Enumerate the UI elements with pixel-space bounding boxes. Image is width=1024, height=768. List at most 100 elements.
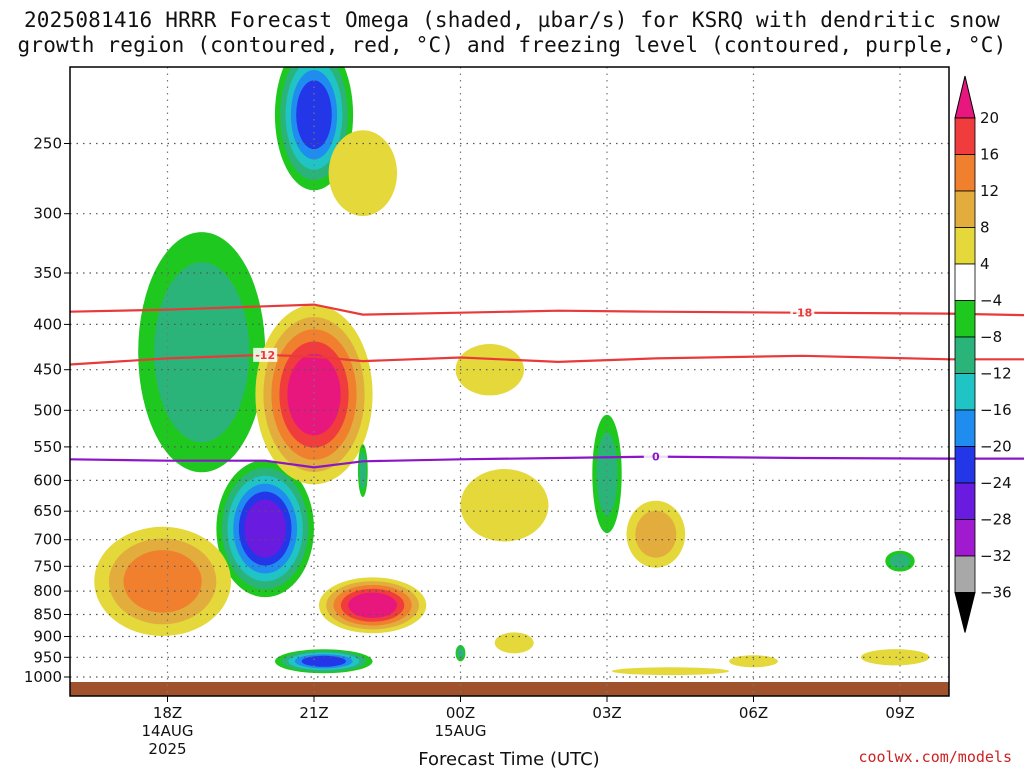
omega-band-1-24: [244, 499, 286, 558]
x-tick-label-09Z: 09Z: [885, 704, 914, 722]
x-axis-label: Forecast Time (UTC): [418, 749, 599, 768]
y-tick-label-850: 850: [33, 606, 62, 624]
contour-label-bg--18: [790, 305, 815, 320]
x-tick-label-00Z: 00Z: [446, 704, 475, 722]
y-tick-label-650: 650: [33, 502, 62, 520]
contour-line--18: [69, 303, 1024, 317]
colorbar-bin-12: [954, 555, 976, 593]
omega-band-8-4: [455, 344, 524, 396]
omega-feature-4: [318, 577, 427, 634]
y-tick-label-300: 300: [33, 205, 62, 223]
colorbar-label-1: 16: [980, 146, 999, 164]
colorbar-bin-0: [954, 117, 976, 155]
omega-feature-1: [216, 459, 314, 598]
colorbar-label-5: −4: [980, 292, 1002, 310]
colorbar-label-7: −12: [980, 365, 1012, 383]
colorbar-label-6: −8: [980, 328, 1002, 346]
chart-title-line1: 2025081416 HRRR Forecast Omega (shaded, …: [23, 8, 1001, 32]
omega-band-6-12: [123, 550, 202, 613]
colorbar-bin-5: [954, 300, 976, 338]
omega-band-0-8: [154, 262, 250, 443]
y-tick-label-750: 750: [33, 557, 62, 575]
y-tick-label-550: 550: [33, 438, 62, 456]
omega-feature-12: [494, 632, 534, 654]
colorbar-bin-11: [954, 519, 976, 557]
colorbar-bin-9: [954, 446, 976, 484]
omega-band-14-4: [729, 655, 778, 668]
colorbar-label-10: −24: [980, 474, 1012, 492]
y-tick-label-400: 400: [33, 315, 62, 333]
y-tick-label-500: 500: [33, 401, 62, 419]
omega-feature-8: [455, 344, 524, 396]
colorbar-label-13: −36: [980, 584, 1012, 602]
colorbar-label-3: 8: [980, 219, 990, 237]
colorbar-label-12: −32: [980, 547, 1012, 565]
omega-band-7-4: [328, 130, 398, 217]
omega-band-5-20: [301, 655, 346, 667]
colorbar-bin-8: [954, 409, 976, 447]
colorbar-bin-7: [954, 373, 976, 411]
omega-band-4-20: [348, 592, 397, 618]
omega-feature-10: [592, 414, 622, 534]
omega-band-9-4: [460, 469, 549, 542]
credit-text[interactable]: coolwx.com/models: [858, 748, 1012, 766]
colorbar-bin-4: [954, 263, 976, 301]
x-tick-label-21Z: 21Z: [299, 704, 328, 722]
x-tick-label-06Z: 06Z: [739, 704, 768, 722]
plot-frame: [69, 66, 950, 697]
contour-label--18: -18: [792, 307, 812, 320]
contour-line--12: [69, 353, 1024, 366]
colorbar-top-arrow: [954, 75, 976, 119]
y-tick-label-700: 700: [33, 531, 62, 549]
omega-feature-13: [860, 649, 930, 666]
omega-band-2-20: [296, 80, 332, 150]
y-tick-label-350: 350: [33, 264, 62, 282]
omega-feature-3: [255, 304, 373, 485]
x-tick-date-00Z: 15AUG: [435, 722, 487, 740]
omega-band-15-4: [611, 667, 730, 676]
ground-surface: [70, 682, 949, 696]
omega-feature-15: [611, 667, 730, 676]
omega-band-13-4: [860, 649, 930, 666]
colorbar-label-0: 20: [980, 109, 999, 127]
y-tick-label-800: 800: [33, 582, 62, 600]
x-tick-year-18Z: 2025: [148, 740, 186, 758]
omega-feature-7: [328, 130, 398, 217]
y-tick-label-950: 950: [33, 648, 62, 666]
colorbar-bin-10: [954, 482, 976, 520]
x-tick-label-03Z: 03Z: [592, 704, 621, 722]
colorbar-bottom-arrow: [954, 592, 976, 633]
chart-title-line2: growth region (contoured, red, °C) and f…: [17, 33, 1007, 57]
colorbar: 20 16 12 8 4 −4 −8 −12 −16 −20 −24 −28 −32 −36: [954, 75, 1012, 633]
colorbar-bin-6: [954, 336, 976, 374]
gridlines: [70, 67, 949, 696]
y-tick-label-450: 450: [33, 361, 62, 379]
contour-label-0: 0: [652, 451, 660, 464]
contour-label--12: -12: [255, 349, 275, 362]
x-tick-date-18Z: 14AUG: [142, 722, 194, 740]
omega-feature-9: [460, 469, 549, 542]
contour-label-bg-0: [643, 449, 668, 464]
temperature-contours: -18 -12 0: [69, 303, 1024, 469]
omega-band-12-4: [494, 632, 534, 654]
colorbar-label-4: 4: [980, 255, 990, 273]
contour-label-bg--12: [253, 347, 278, 362]
omega-band-18-8: [359, 452, 367, 490]
omega-feature-18: [357, 444, 368, 498]
omega-feature-2: [274, 67, 354, 191]
omega-band-10-8: [596, 432, 618, 516]
colorbar-bin-1: [954, 154, 976, 192]
axes: 250 300 350 400 450 500 550 600 650 700 750 800 850 9…: [24, 66, 950, 758]
y-tick-label-250: 250: [33, 135, 62, 153]
omega-shading: [94, 67, 930, 676]
colorbar-label-9: −20: [980, 438, 1012, 456]
contour-line-0: [69, 455, 1024, 469]
omega-feature-6: [94, 526, 232, 636]
omega-feature-14: [729, 655, 778, 668]
y-tick-label-1000: 1000: [24, 668, 62, 686]
omega-band-3-20: [287, 353, 341, 436]
ground-layer: [70, 682, 949, 696]
x-tick-label-18Z: 18Z: [153, 704, 182, 722]
colorbar-label-2: 12: [980, 182, 999, 200]
colorbar-bin-2: [954, 190, 976, 228]
